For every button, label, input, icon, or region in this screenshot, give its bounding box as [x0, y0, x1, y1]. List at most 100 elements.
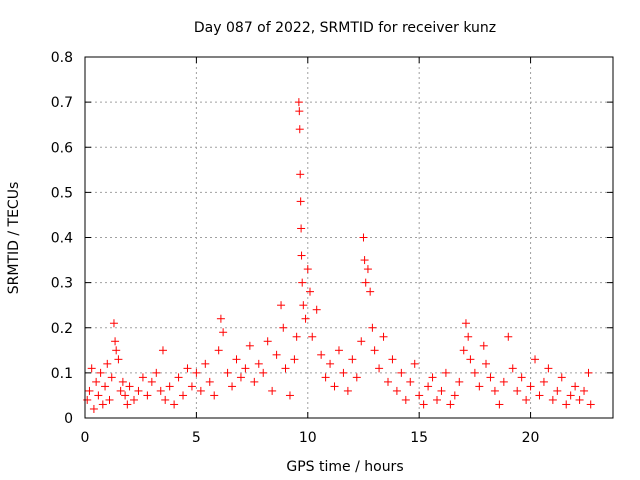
data-point: [147, 377, 156, 386]
data-point: [277, 301, 286, 310]
data-point: [89, 404, 98, 413]
data-point: [401, 395, 410, 404]
data-point: [297, 251, 306, 260]
y-tick-label: 0.1: [51, 366, 73, 382]
data-point: [553, 386, 562, 395]
y-tick-label: 0.4: [51, 231, 73, 247]
data-point: [571, 382, 580, 391]
data-point: [446, 400, 455, 409]
data-point: [424, 382, 433, 391]
data-point: [272, 350, 281, 359]
data-point: [205, 377, 214, 386]
data-point: [535, 391, 544, 400]
data-point: [562, 400, 571, 409]
data-point: [317, 350, 326, 359]
data-point: [557, 373, 566, 382]
x-tick-label: 20: [522, 430, 540, 446]
x-tick-label: 10: [299, 430, 317, 446]
data-point: [123, 400, 132, 409]
data-point: [279, 323, 288, 332]
data-point: [339, 368, 348, 377]
data-point: [111, 337, 120, 346]
data-point: [298, 278, 307, 287]
data-point: [544, 364, 553, 373]
data-point: [464, 332, 473, 341]
data-point: [165, 382, 174, 391]
data-point: [343, 386, 352, 395]
data-point: [179, 391, 188, 400]
data-point: [114, 355, 123, 364]
data-point: [531, 355, 540, 364]
y-tick-label: 0: [64, 411, 73, 427]
data-point: [580, 386, 589, 395]
data-point: [112, 346, 121, 355]
data-point: [121, 391, 130, 400]
data-point: [406, 377, 415, 386]
data-point: [152, 368, 161, 377]
data-point: [170, 400, 179, 409]
data-point: [455, 377, 464, 386]
data-point: [428, 373, 437, 382]
data-point: [297, 224, 306, 233]
data-point: [433, 395, 441, 404]
data-point: [370, 346, 379, 355]
data-point: [366, 287, 375, 296]
data-point: [295, 125, 304, 134]
data-point: [296, 170, 305, 179]
data-point: [214, 346, 223, 355]
data-point: [250, 377, 259, 386]
data-point: [522, 395, 531, 404]
data-point: [285, 391, 294, 400]
data-point: [410, 359, 419, 368]
data-point: [219, 328, 228, 337]
data-point: [241, 364, 250, 373]
data-point: [486, 373, 495, 382]
data-point: [437, 386, 446, 395]
data-point: [375, 364, 384, 373]
data-point: [87, 364, 96, 373]
data-point: [107, 373, 116, 382]
data-point: [539, 377, 548, 386]
data-point: [134, 386, 143, 395]
data-point: [584, 368, 593, 377]
data-point: [499, 377, 508, 386]
data-point: [232, 355, 241, 364]
x-tick-label: 5: [192, 430, 201, 446]
data-point: [392, 386, 401, 395]
y-tick-label: 0.5: [51, 185, 73, 201]
data-point: [118, 377, 127, 386]
data-point: [308, 332, 317, 341]
data-point: [566, 391, 575, 400]
data-point: [292, 332, 301, 341]
data-point: [161, 395, 170, 404]
data-point: [103, 359, 112, 368]
data-point: [450, 391, 459, 400]
data-point: [296, 197, 305, 206]
y-tick-label: 0.7: [51, 95, 73, 111]
data-point: [268, 386, 277, 395]
grid-lines: [85, 57, 613, 418]
data-point: [138, 373, 147, 382]
data-point: [96, 368, 105, 377]
data-point: [174, 373, 183, 382]
data-point: [321, 373, 330, 382]
data-point: [352, 373, 361, 382]
data-point: [196, 386, 205, 395]
data-point: [259, 368, 268, 377]
data-point: [183, 364, 192, 373]
data-point: [383, 377, 392, 386]
data-point: [357, 337, 366, 346]
data-points: [83, 98, 595, 413]
y-tick-label: 0.3: [51, 276, 73, 292]
data-point: [575, 395, 584, 404]
data-point: [101, 382, 110, 391]
data-point: [441, 368, 450, 377]
data-point: [143, 391, 152, 400]
data-point: [517, 373, 526, 382]
y-axis-label: SRMTID / TECUs: [6, 182, 22, 295]
y-tick-label: 0.8: [51, 50, 73, 66]
data-point: [236, 373, 245, 382]
data-point: [254, 359, 263, 368]
data-point: [306, 287, 315, 296]
